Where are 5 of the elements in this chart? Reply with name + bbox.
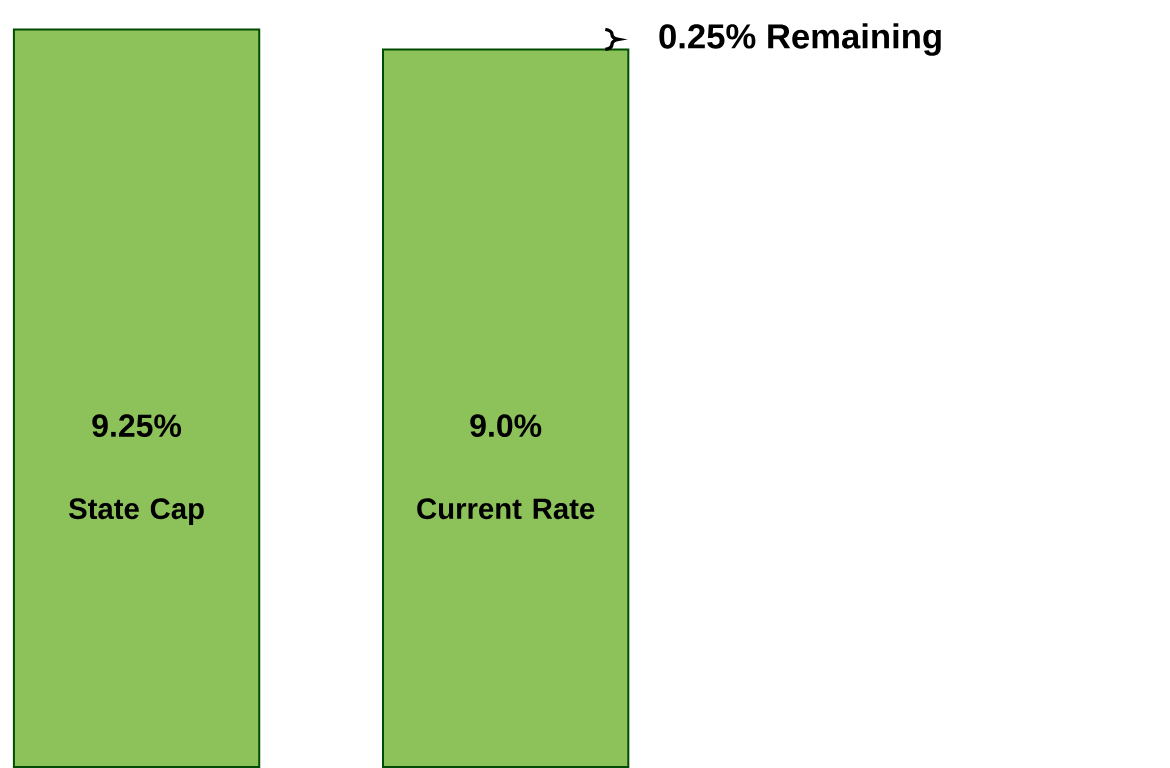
x-tick-label: Current Rate (417, 498, 595, 520)
data-label: 9.25% (92, 414, 182, 437)
x-tick-label: State Cap (68, 498, 204, 525)
annotation: 0.25% Remaining (659, 23, 941, 56)
data-label: 9.0% (470, 414, 542, 437)
